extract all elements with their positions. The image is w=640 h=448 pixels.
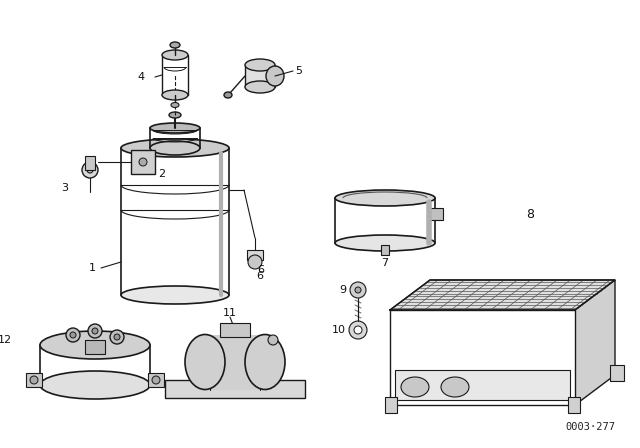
Text: 8: 8 [526, 208, 534, 221]
Ellipse shape [150, 141, 200, 155]
Text: 4: 4 [138, 72, 145, 82]
Bar [385, 397, 397, 413]
Circle shape [268, 335, 278, 345]
Text: 6: 6 [257, 271, 264, 281]
Ellipse shape [162, 90, 188, 100]
Ellipse shape [245, 335, 285, 389]
Bar [247, 250, 263, 260]
Bar [610, 365, 624, 381]
Text: 5: 5 [295, 66, 302, 76]
Circle shape [70, 332, 76, 338]
Text: 7: 7 [381, 258, 388, 268]
Bar [429, 208, 443, 220]
Text: 2: 2 [158, 169, 165, 179]
Text: 0003·277: 0003·277 [565, 422, 615, 432]
Bar [245, 65, 275, 87]
Ellipse shape [245, 81, 275, 93]
Ellipse shape [169, 112, 181, 118]
Ellipse shape [185, 335, 225, 389]
Circle shape [30, 376, 38, 384]
Ellipse shape [266, 66, 284, 86]
Bar [220, 323, 250, 337]
Text: 3: 3 [61, 183, 68, 193]
Circle shape [354, 326, 362, 334]
Ellipse shape [335, 235, 435, 251]
Ellipse shape [162, 50, 188, 60]
Text: 10: 10 [332, 325, 346, 335]
Ellipse shape [441, 377, 469, 397]
Bar [85, 156, 95, 170]
Circle shape [355, 287, 361, 293]
Ellipse shape [224, 92, 232, 98]
Circle shape [110, 330, 124, 344]
Ellipse shape [170, 42, 180, 48]
Text: 6: 6 [257, 265, 264, 275]
Ellipse shape [121, 139, 229, 157]
Polygon shape [575, 280, 615, 405]
Circle shape [349, 321, 367, 339]
Bar [131, 150, 155, 174]
Ellipse shape [121, 286, 229, 304]
Circle shape [139, 158, 147, 166]
Ellipse shape [150, 123, 200, 133]
Circle shape [350, 282, 366, 298]
Text: 1: 1 [89, 263, 96, 273]
Bar [210, 335, 260, 390]
Circle shape [248, 255, 262, 269]
Circle shape [152, 376, 160, 384]
Ellipse shape [401, 377, 429, 397]
Bar [390, 310, 575, 405]
Text: 12: 12 [0, 335, 12, 345]
Text: 11: 11 [223, 308, 237, 318]
Text: 9: 9 [339, 285, 346, 295]
Ellipse shape [245, 59, 275, 71]
Bar [85, 340, 105, 354]
Ellipse shape [335, 190, 435, 206]
Circle shape [88, 324, 102, 338]
Bar [395, 370, 570, 400]
Circle shape [114, 334, 120, 340]
Circle shape [66, 328, 80, 342]
Circle shape [92, 328, 98, 334]
Bar [148, 373, 164, 387]
Bar [568, 397, 580, 413]
Bar [381, 245, 389, 255]
Ellipse shape [171, 103, 179, 108]
Polygon shape [390, 280, 615, 310]
Bar [165, 380, 305, 398]
Circle shape [87, 167, 93, 173]
Circle shape [82, 162, 98, 178]
Ellipse shape [40, 331, 150, 359]
Ellipse shape [40, 371, 150, 399]
Bar [26, 373, 42, 387]
